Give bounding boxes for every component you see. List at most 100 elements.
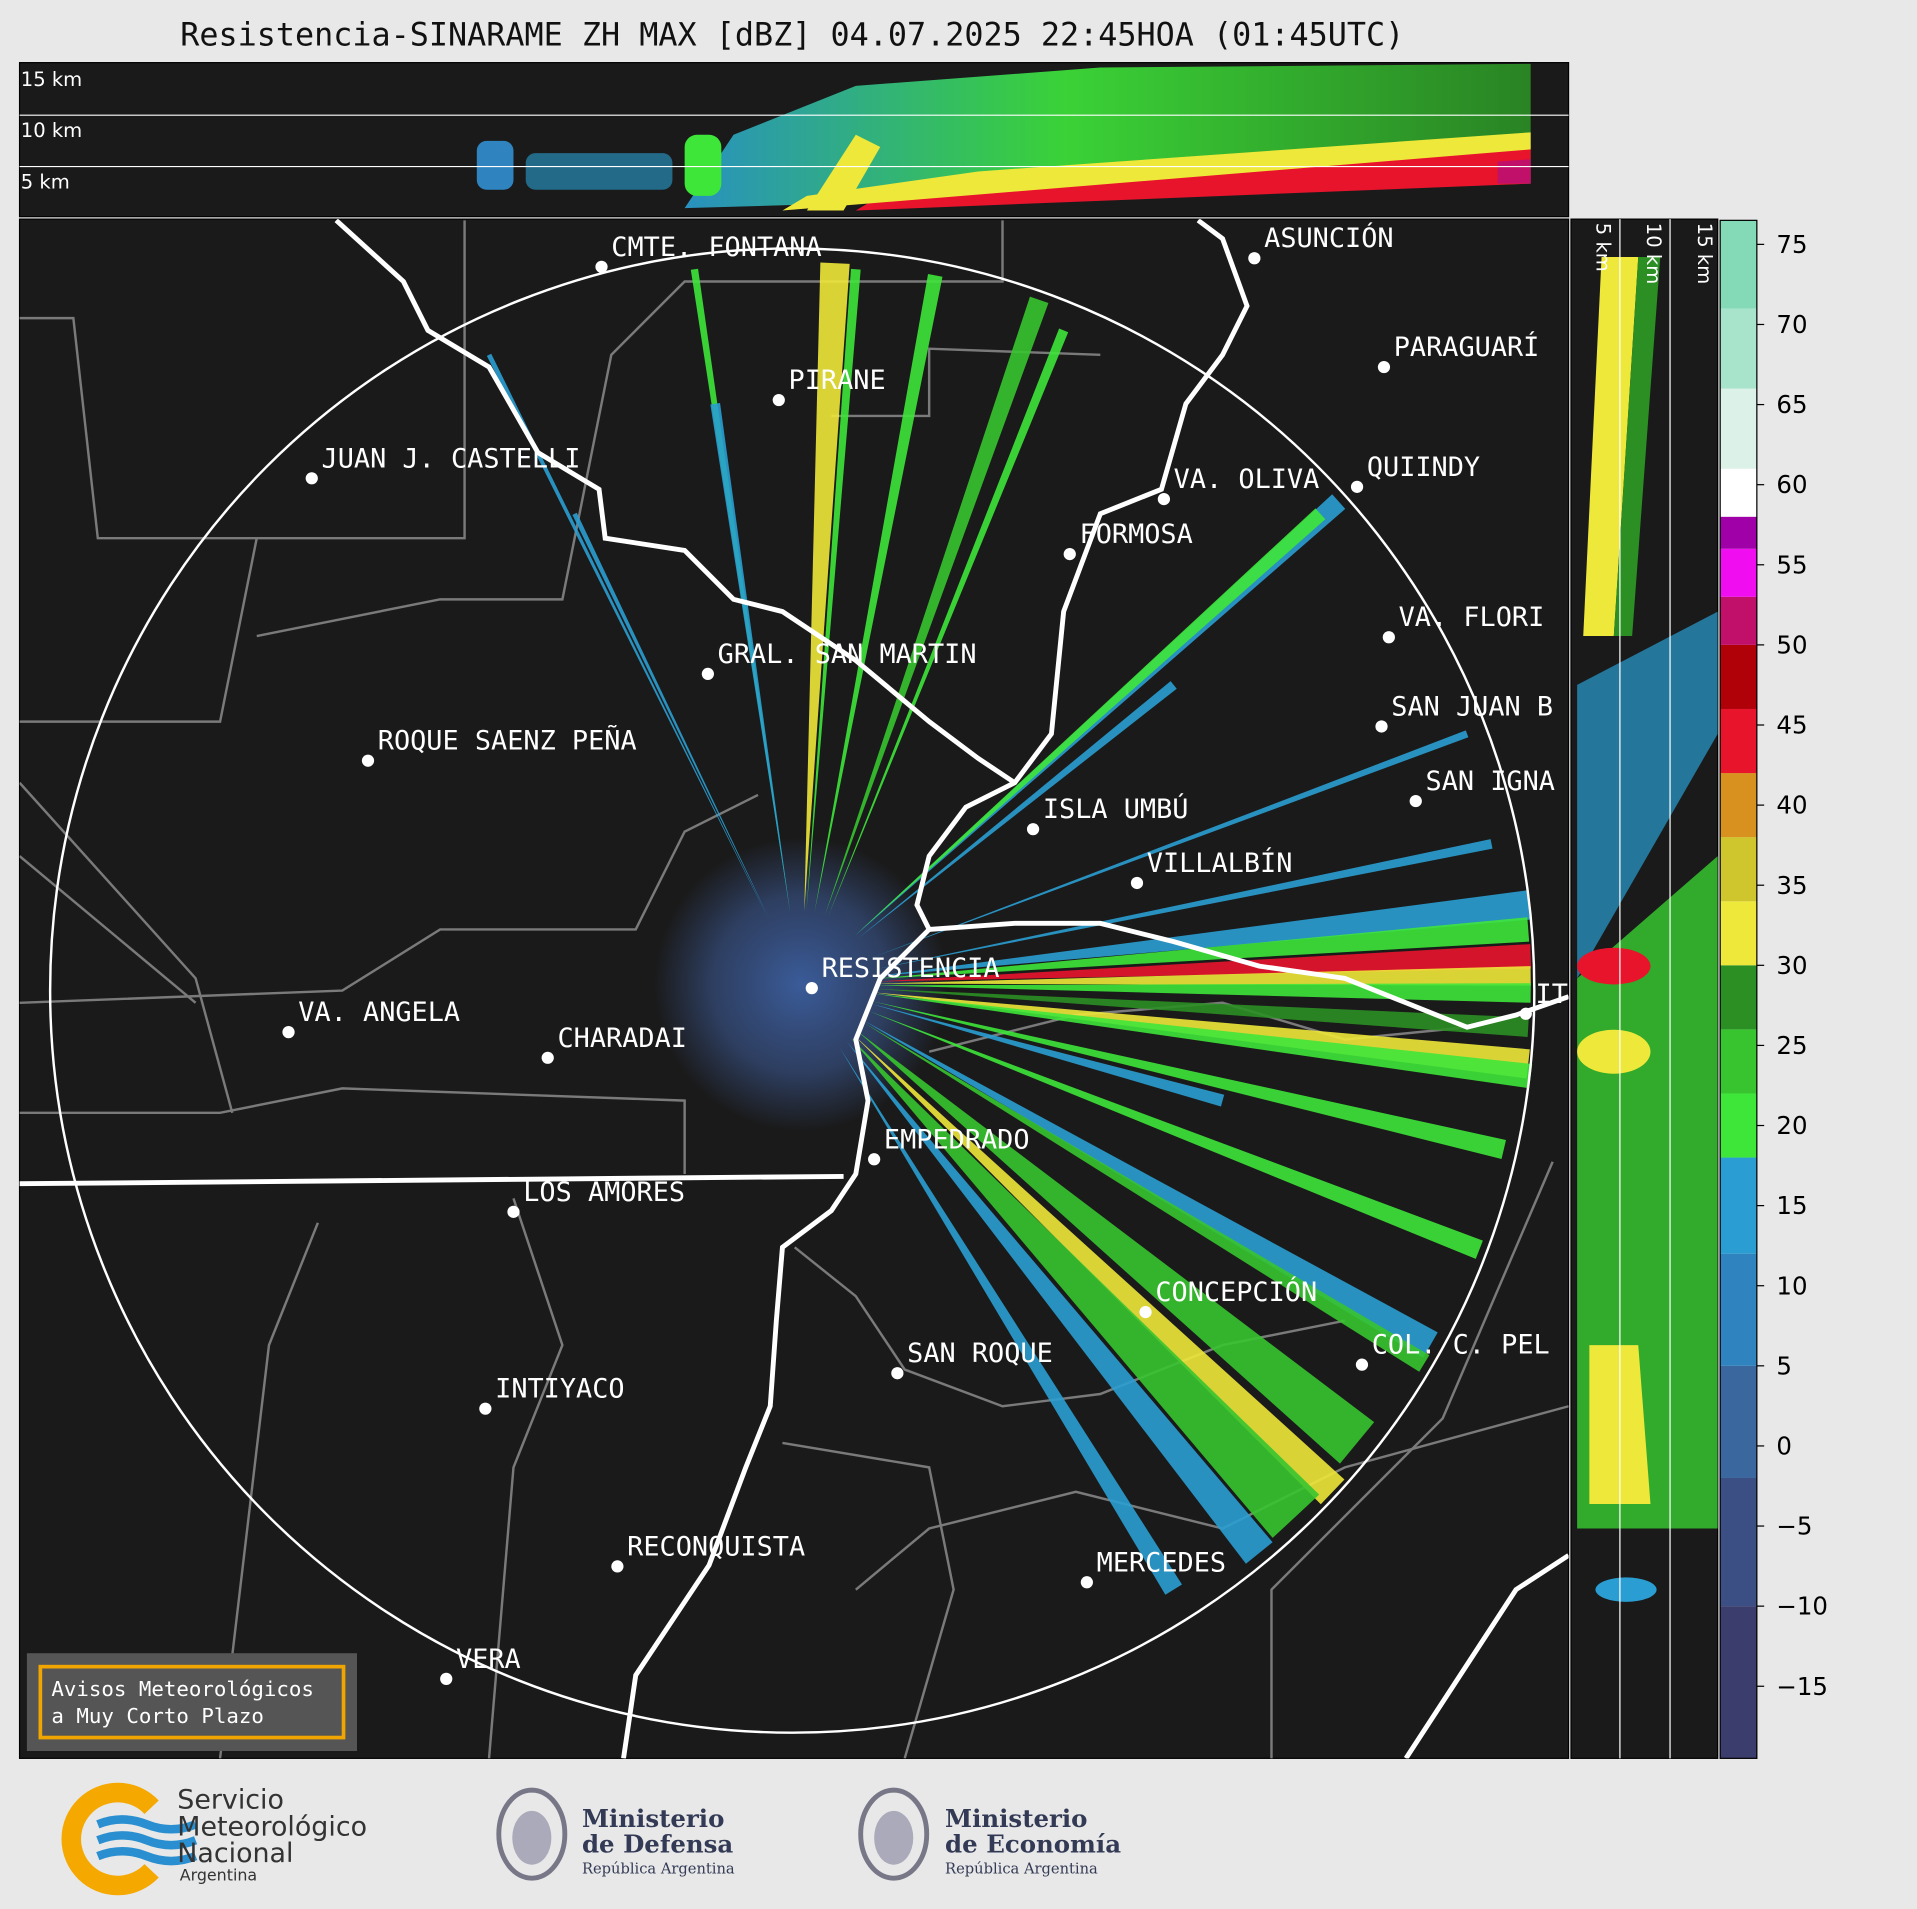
color-band <box>1720 596 1757 645</box>
footer: Servicio Meteorológico Nacional Argentin… <box>61 1782 1121 1896</box>
tick-label: 65 <box>1776 390 1807 419</box>
echo-ray <box>857 1031 1375 1464</box>
title: Resistencia-SINARAME ZH MAX [dBZ] 04.07.… <box>180 18 1404 54</box>
city-dot <box>479 1402 492 1415</box>
boundary <box>218 1222 320 1759</box>
top-panel: 15 km 10 km 5 km <box>18 62 1570 218</box>
echo-ray <box>873 993 1533 1089</box>
echo <box>1583 257 1639 637</box>
color-band <box>1720 1253 1757 1366</box>
footer-text: de Defensa <box>582 1829 733 1858</box>
city-label: CMTE. FONTANA <box>611 232 821 263</box>
echo-ray <box>710 403 791 912</box>
tick-label: 10 <box>1776 1271 1807 1300</box>
footer-text: República Argentina <box>945 1860 1098 1877</box>
height-label: 10 km <box>1642 223 1665 284</box>
smn-waves <box>96 1815 198 1866</box>
echo <box>684 134 722 196</box>
side-echoes <box>1577 257 1718 1602</box>
boundary <box>256 220 1004 638</box>
height-label: 10 km <box>21 119 82 142</box>
tick-label: −15 <box>1776 1672 1828 1701</box>
footer-text: Ministerio <box>945 1804 1087 1833</box>
city-dot <box>305 472 318 485</box>
top-echoes <box>476 63 1531 211</box>
city-label: EMPEDRADO <box>884 1124 1030 1155</box>
echo-ray <box>804 262 850 912</box>
city-dot <box>1026 823 1040 836</box>
tick-label: 70 <box>1776 310 1807 339</box>
echo-ray <box>874 944 1532 982</box>
tick-label: −5 <box>1776 1512 1812 1541</box>
city-label: MERCEDES <box>1097 1547 1226 1578</box>
echo <box>782 132 1531 211</box>
box-border <box>38 1664 346 1740</box>
echo-ray <box>486 353 769 919</box>
color-band <box>1720 1029 1757 1094</box>
coat-of-arms <box>496 1787 568 1881</box>
border <box>334 219 1017 785</box>
footer-text: Meteorológico <box>177 1811 367 1842</box>
city-label: RESISTENCIA <box>822 953 1000 984</box>
height-label: 15 km <box>21 68 82 91</box>
city-dot <box>1375 720 1388 733</box>
city-label: SAN JUAN B <box>1391 691 1553 722</box>
coat-of-arms <box>512 1810 552 1865</box>
color-band <box>1720 1365 1757 1478</box>
color-band <box>1720 1093 1757 1158</box>
boundary <box>487 1198 564 1759</box>
boundary <box>19 220 466 540</box>
color-band <box>1720 468 1757 517</box>
echo-ray <box>814 273 943 913</box>
city-label: ISLA UMBÚ <box>1043 793 1189 825</box>
tick-label: 50 <box>1776 630 1807 659</box>
echo-ray <box>572 512 770 919</box>
color-band <box>1720 1606 1757 1759</box>
color-band <box>1720 548 1757 597</box>
echo-ray <box>846 1041 1273 1564</box>
tick-label: 60 <box>1776 470 1807 499</box>
boundary <box>19 855 197 1004</box>
color-band <box>1720 644 1757 709</box>
tick-label: 20 <box>1776 1111 1807 1140</box>
city-dot <box>1350 480 1364 493</box>
echo-ray <box>853 1035 1345 1505</box>
city-dot <box>1377 360 1391 374</box>
city-label: ROQUE SAENZ PEÑA <box>378 725 637 757</box>
border <box>914 219 1569 1030</box>
side-panel: 5 km 10 km 15 km <box>1570 218 1719 1759</box>
city-dot <box>595 260 608 273</box>
color-band <box>1720 773 1757 838</box>
city-label: INTIYACO <box>495 1374 624 1405</box>
city-dot <box>1063 547 1076 561</box>
city-label: SAN IGNA <box>1426 766 1555 797</box>
city-dot <box>1382 631 1395 644</box>
clutter <box>654 837 948 1132</box>
echo <box>1577 1029 1651 1074</box>
echo-ray <box>855 508 1326 936</box>
tick-label: −10 <box>1776 1592 1828 1621</box>
echo-ray <box>828 328 1069 917</box>
border <box>621 927 931 1759</box>
warning-box: Avisos Meteorológicos a Muy Corto Plazo <box>26 1653 357 1752</box>
coat-of-arms <box>874 1810 914 1865</box>
city-dot <box>1248 252 1261 265</box>
footer-text: República Argentina <box>582 1860 735 1877</box>
color-band <box>1720 837 1757 902</box>
footer-text: Ministerio <box>582 1804 724 1833</box>
map-content: CMTE. FONTANA PIRANE JUAN J. CASTELLI ASUNC… <box>19 219 1569 1759</box>
map-panel: CMTE. FONTANA PIRANE JUAN J. CASTELLI ASUNC… <box>18 218 1570 1759</box>
boundary <box>928 1001 1468 1053</box>
city-dot <box>361 754 375 767</box>
echo-ray <box>839 1046 1183 1595</box>
city-label: JUAN J. CASTELLI <box>322 443 581 474</box>
tick-label: 25 <box>1776 1031 1807 1060</box>
color-band <box>1720 1157 1757 1254</box>
boundary <box>19 793 759 1005</box>
boundary <box>855 1405 1569 1591</box>
city-label: VA. OLIVA <box>1174 464 1320 495</box>
city-label: CONCEPCIÓN <box>1155 1276 1317 1308</box>
echo-ray <box>869 730 1469 959</box>
city-dot <box>282 1026 295 1039</box>
